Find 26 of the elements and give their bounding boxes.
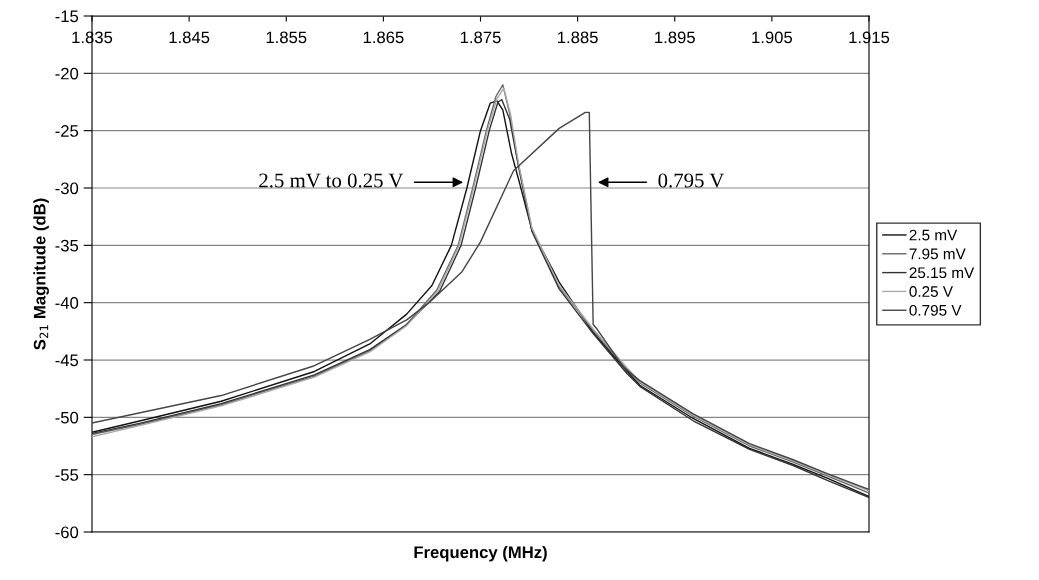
- y-tick-label: -20: [55, 67, 79, 80]
- legend-label: 7.95 mV: [909, 248, 966, 260]
- legend-label: 2.5 mV: [909, 229, 958, 241]
- x-tick-label: 1.905: [752, 31, 793, 44]
- legend-label: 0.25 V: [909, 286, 953, 297]
- y-tick-label: -50: [55, 411, 79, 424]
- legend-label: 25.15 mV: [909, 267, 975, 279]
- y-tick-label: -25: [55, 125, 79, 137]
- y-tick-label: -15: [55, 10, 79, 23]
- x-tick-label: 1.865: [363, 31, 404, 44]
- y-axis-title: S$_{21}$ Magnitude (dB): [33, 198, 49, 350]
- y-tick-label: -55: [55, 469, 79, 481]
- x-tick-label: 1.875: [460, 31, 501, 44]
- x-tick-label: 1.855: [266, 31, 307, 44]
- y-tick-label: -30: [55, 182, 79, 195]
- x-tick-label: 1.895: [655, 31, 695, 44]
- x-tick-label: 1.845: [169, 31, 210, 44]
- y-tick-label: -60: [55, 526, 79, 539]
- legend-label: 0.795 V: [909, 304, 962, 316]
- annotation: 0.795 V: [658, 173, 725, 188]
- x-tick-label: 1.885: [558, 31, 598, 44]
- y-tick-label: -45: [55, 354, 79, 367]
- y-tick-label: -40: [55, 297, 79, 309]
- annotation: 2.5 mV to 0.25 V: [259, 173, 404, 188]
- y-tick-label: -35: [55, 239, 79, 252]
- x-axis-title: Frequency (MHz): [414, 545, 547, 562]
